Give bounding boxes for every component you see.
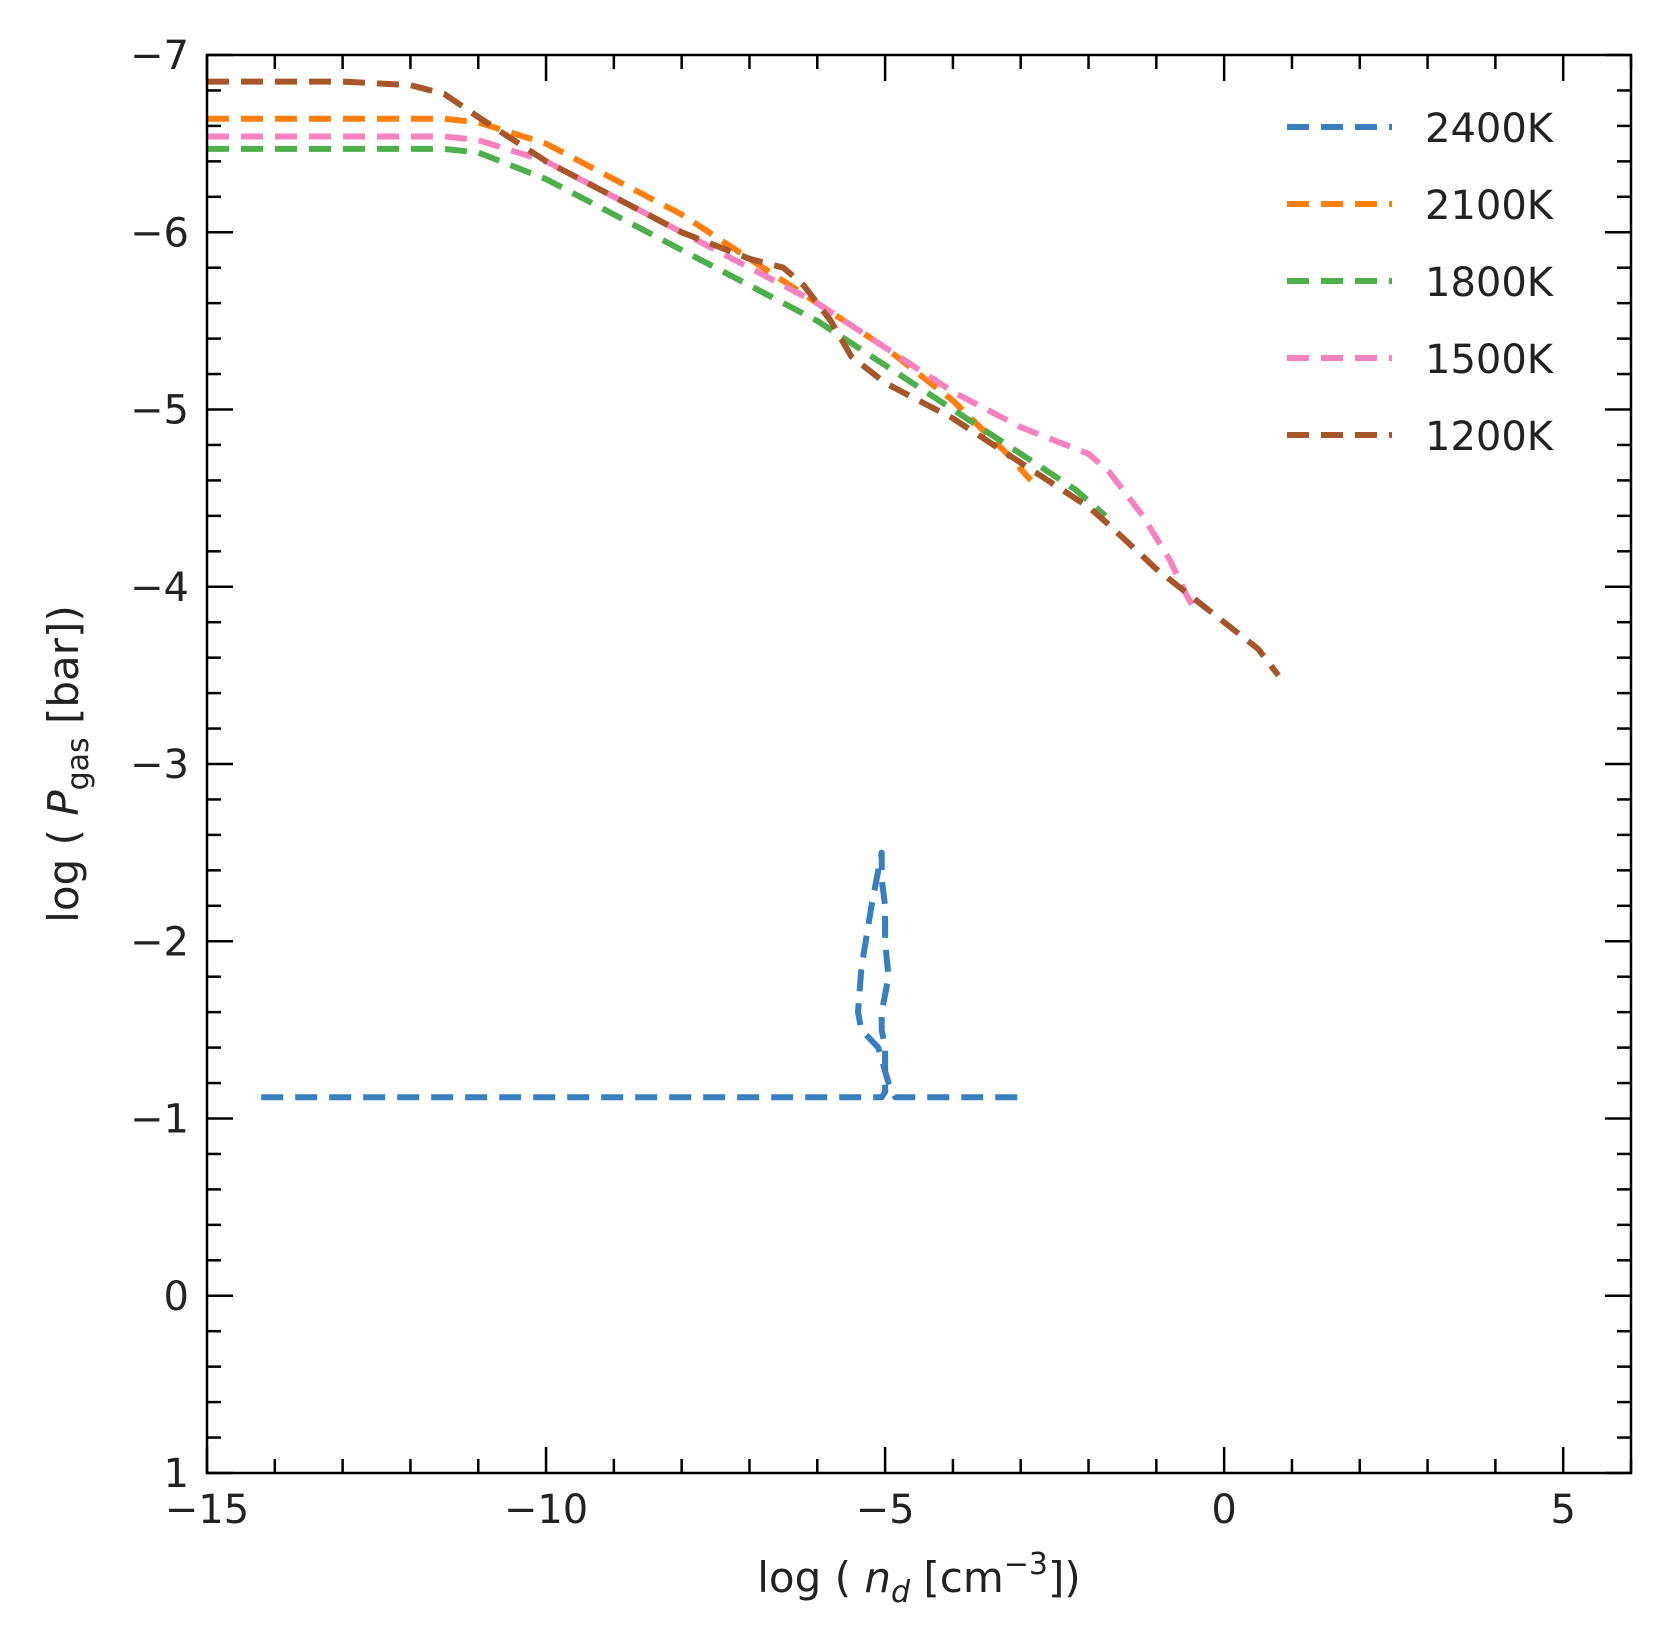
axes-layer: −15 −10 −5 0 5−7−6−5−4−3−2−101 [130, 33, 1633, 1533]
series-line-1500K [207, 133, 1200, 615]
x-tick-label: −15 [165, 1487, 249, 1533]
legend-label-1200K: 1200K [1425, 414, 1555, 460]
y-tick-label: −6 [130, 210, 189, 256]
y-tick-label: 1 [164, 1451, 189, 1497]
y-axis-label: log ( Pgas [bar]) [39, 605, 96, 923]
series-line-1800K [207, 145, 1108, 519]
x-axis-label: log ( nd [cm−3]) [757, 1547, 1081, 1610]
x-tick-label: −5 [856, 1487, 915, 1533]
series-line-1200K [207, 78, 1281, 678]
plot-frame [205, 53, 1633, 1475]
y-tick-label: −7 [130, 33, 189, 79]
y-tick-label: −2 [130, 919, 189, 965]
legend-label-2400K: 2400K [1425, 106, 1555, 152]
y-tick-label: −3 [130, 742, 189, 788]
y-tick-label: −1 [130, 1097, 189, 1143]
series-line-2400K [261, 849, 1021, 1101]
legend: 2400K 2100K 1800K 1500K 1200K [1287, 106, 1555, 460]
y-tick-label: −4 [130, 565, 189, 611]
x-tick-label: 5 [1550, 1487, 1575, 1533]
y-tick-label: −5 [130, 388, 189, 434]
x-tick-label: 0 [1211, 1487, 1236, 1533]
legend-label-1800K: 1800K [1425, 260, 1555, 306]
axis-labels: log ( nd [cm−3]) log ( Pgas [bar]) [39, 605, 1081, 1610]
series-line-2100K [207, 115, 1034, 483]
legend-label-2100K: 2100K [1425, 183, 1555, 229]
x-tick-label: −10 [504, 1487, 588, 1533]
series-layer [207, 78, 1281, 1101]
legend-label-1500K: 1500K [1425, 337, 1555, 383]
y-tick-label: 0 [164, 1274, 189, 1320]
